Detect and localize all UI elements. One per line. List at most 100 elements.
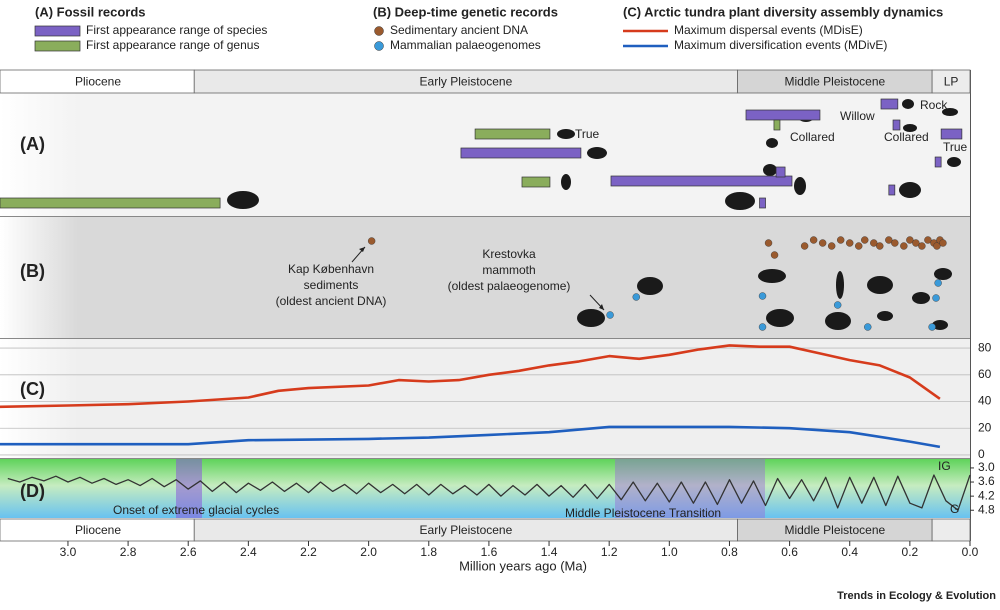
legend-label: Sedimentary ancient DNA [390, 23, 528, 37]
panel-b-bg [0, 217, 970, 338]
x-tick-label: 0.8 [721, 545, 738, 559]
taxon-label: Willow [840, 109, 875, 123]
x-tick-label: 0.6 [781, 545, 798, 559]
record-point [764, 239, 773, 247]
range-bar [759, 197, 766, 209]
record-point [912, 239, 920, 247]
range-bar [775, 166, 786, 178]
epoch-label: Early Pleistocene [420, 75, 513, 89]
x-axis-title: Million years ago (Ma) [459, 558, 587, 573]
range-bar [892, 119, 901, 131]
legend-swatch [374, 26, 384, 36]
x-tick-label: 2.6 [180, 545, 197, 559]
record-point [758, 292, 767, 300]
record-point [932, 294, 940, 302]
annotation: G [950, 502, 959, 516]
record-point [800, 242, 809, 250]
panel-label: (A) [20, 134, 45, 154]
record-point [864, 323, 872, 331]
x-tick-label: 1.4 [541, 545, 558, 559]
y-tick-label: 60 [978, 367, 992, 381]
x-tick-label: 1.8 [420, 545, 437, 559]
range-bar [934, 156, 942, 168]
range-bar [745, 109, 821, 121]
range-bar [0, 197, 221, 209]
record-point [891, 239, 899, 247]
range-bar [521, 176, 551, 188]
record-point [770, 251, 779, 259]
legend-label: First appearance range of genus [86, 38, 259, 52]
annotation: Krestovka [482, 247, 536, 261]
range-bar [880, 98, 899, 110]
x-tick-label: 3.0 [60, 545, 77, 559]
legend-title: (A) Fossil records [35, 4, 146, 19]
record-point [606, 311, 614, 319]
y-tick-label: 20 [978, 420, 992, 434]
x-tick-label: 2.8 [120, 545, 137, 559]
legend-swatch [374, 41, 384, 51]
legend-swatch [34, 25, 81, 37]
record-point [928, 323, 936, 331]
arrowhead [599, 304, 604, 310]
annotation: Kap København [288, 262, 374, 276]
x-tick-label: 2.2 [300, 545, 317, 559]
series-line [0, 425, 941, 449]
annotation: (oldest ancient DNA) [276, 294, 387, 308]
epoch-cell [931, 518, 971, 542]
range-bar [474, 128, 551, 140]
record-point [933, 242, 941, 250]
record-point [876, 242, 884, 250]
epoch-label: Pliocene [75, 523, 121, 537]
annotation: Middle Pleistocene Transition [565, 506, 721, 520]
taxon-label: True [575, 127, 600, 141]
panel-label: (C) [20, 379, 45, 399]
y-tick-label: 4.8 [978, 502, 995, 516]
record-point [924, 236, 932, 244]
y-tick-label: 3.6 [978, 474, 995, 488]
panel-label: (D) [20, 481, 45, 501]
record-point [833, 301, 842, 309]
record-point [367, 237, 376, 245]
record-point [885, 236, 893, 244]
x-tick-label: 1.2 [601, 545, 618, 559]
record-point [846, 239, 854, 247]
record-point [906, 236, 914, 244]
y-tick-label: 4.2 [978, 488, 995, 502]
x-tick-label: 0.0 [962, 545, 979, 559]
record-point [827, 242, 836, 250]
record-point [809, 236, 818, 244]
taxon-label: Rock [920, 98, 948, 112]
annotation: IG [938, 459, 951, 473]
epoch-label: Pliocene [75, 75, 121, 89]
record-point [934, 279, 942, 287]
range-bar [940, 128, 963, 140]
record-point [818, 239, 827, 247]
legend-title: (C) Arctic tundra plant diversity assemb… [623, 4, 943, 19]
annotation: mammoth [482, 263, 535, 277]
series-line [0, 344, 941, 409]
record-point [870, 239, 878, 247]
legend-label: Mammalian palaeogenomes [390, 38, 541, 52]
record-point [939, 239, 947, 247]
x-tick-label: 0.4 [841, 545, 858, 559]
record-point [758, 323, 767, 331]
range-bar [773, 119, 781, 131]
arrowhead [359, 247, 365, 252]
legend-label: Maximum diversification events (MDivE) [674, 38, 887, 52]
record-point [861, 236, 869, 244]
y-tick-label: 0 [978, 447, 985, 461]
x-tick-label: 2.0 [360, 545, 377, 559]
legend-title: (B) Deep-time genetic records [373, 4, 558, 19]
taxon-label: Collared [790, 130, 835, 144]
x-tick-label: 2.4 [240, 545, 257, 559]
legend-label: Maximum dispersal events (MDisE) [674, 23, 863, 37]
x-tick-label: 1.0 [661, 545, 678, 559]
y-tick-label: 40 [978, 394, 992, 408]
taxon-label: True [943, 140, 968, 154]
record-point [837, 236, 845, 244]
range-bar [610, 175, 793, 187]
mpt-band [615, 459, 765, 518]
epoch-label: Middle Pleistocene [784, 523, 885, 537]
range-bar [460, 147, 582, 159]
